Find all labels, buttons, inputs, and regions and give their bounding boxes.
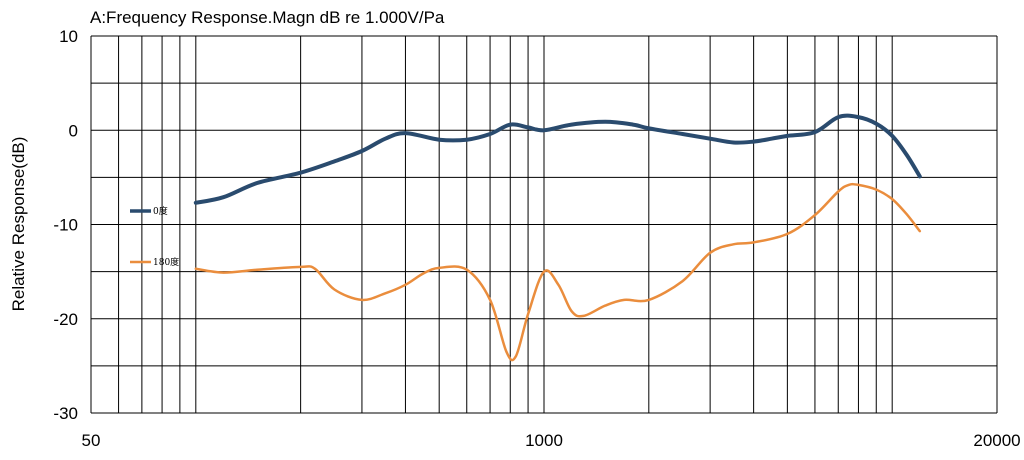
plot-series [193, 113, 922, 362]
y-tick-label: -30 [53, 404, 78, 423]
x-tick-label: 20000 [973, 431, 1020, 450]
series-line-zero-deg [193, 113, 922, 205]
y-tick-label: 0 [69, 121, 78, 140]
y-tick-label: -10 [53, 216, 78, 235]
y-tick-label: -20 [53, 310, 78, 329]
y-tick-label: 10 [59, 27, 78, 46]
y-axis-label: Relative Response(dB) [9, 137, 28, 312]
x-tick-label: 50 [82, 431, 101, 450]
x-tick-label: 1000 [525, 431, 563, 450]
chart-title: A:Frequency Response.Magn dB re 1.000V/P… [90, 8, 445, 27]
legend-label: 180度 [153, 256, 179, 268]
plot-grid [90, 35, 998, 414]
series-line-one-eighty-deg [194, 182, 922, 362]
legend-label: 0度 [153, 205, 168, 217]
chart-legend: 0度 180度 [130, 205, 179, 268]
